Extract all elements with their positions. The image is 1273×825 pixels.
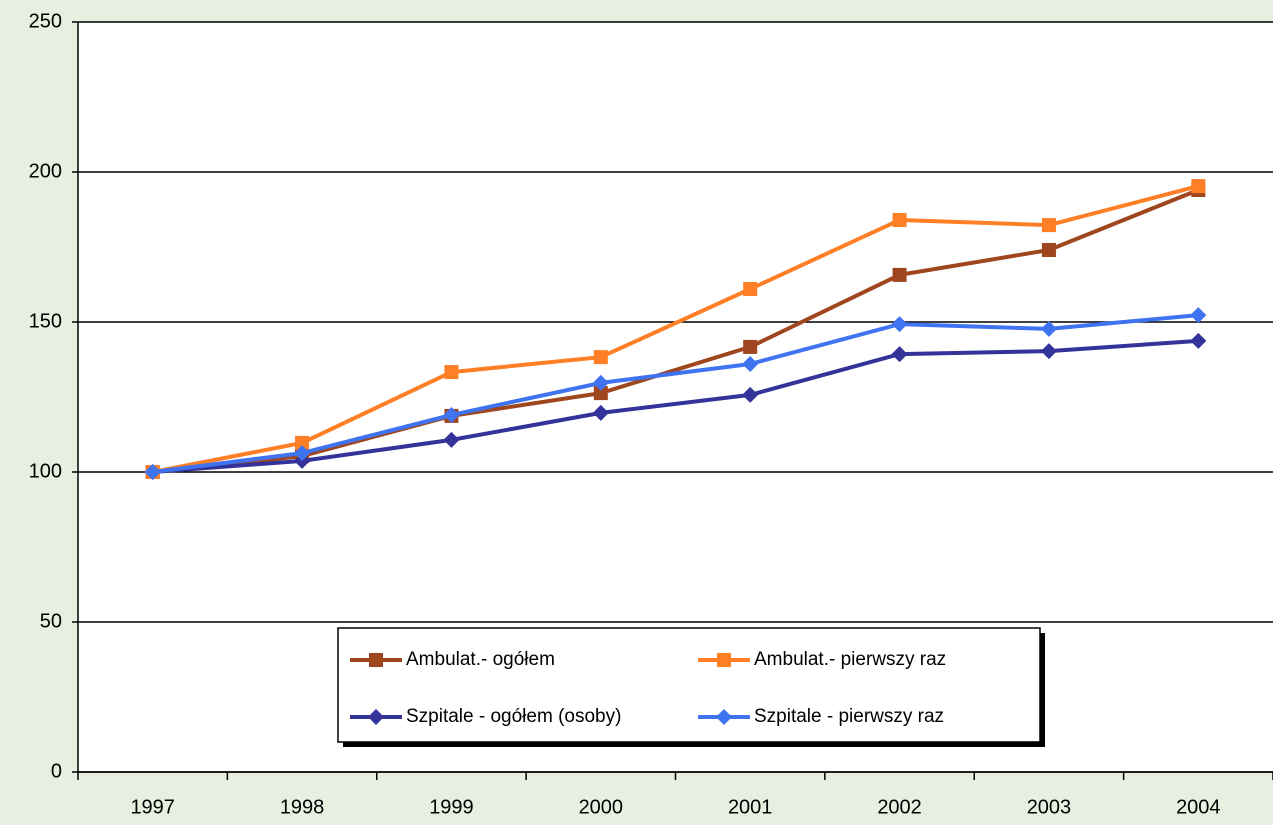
y-tick-label: 0 (51, 760, 62, 782)
x-tick-label: 2004 (1176, 796, 1221, 818)
x-tick-label: 2003 (1027, 796, 1072, 818)
point (1041, 243, 1056, 257)
point (742, 386, 759, 403)
legend-marker (368, 709, 384, 725)
y-tick-label: 150 (29, 310, 62, 332)
point (743, 282, 758, 296)
legend-marker (716, 709, 732, 725)
legend: Ambulat.- ogółem Ambulat.- pierwszy raz Sz… (337, 627, 1045, 747)
x-tick-label: 2000 (579, 796, 624, 818)
point (891, 316, 908, 333)
point (443, 431, 460, 448)
y-tick-label: 200 (29, 160, 62, 182)
point (1190, 332, 1207, 349)
series-line (152, 184, 1199, 474)
point (1190, 307, 1207, 324)
legend-marker (369, 653, 383, 667)
legend-label: Szpitale - pierwszy raz (754, 706, 944, 727)
x-tick-label: 2001 (728, 796, 773, 818)
point (593, 350, 608, 365)
point (742, 356, 759, 372)
x-tick-label: 1999 (429, 796, 474, 818)
series-line (152, 313, 1199, 474)
x-tick-label: 1998 (280, 796, 325, 818)
point (743, 339, 758, 354)
y-tick-label: 50 (40, 610, 62, 632)
legend-marker (717, 653, 731, 667)
legend-box (337, 627, 1041, 743)
point (1041, 218, 1056, 233)
x-tick-label: 2002 (877, 796, 922, 818)
point (592, 374, 609, 391)
series-line (152, 338, 1199, 474)
point (1040, 320, 1057, 337)
point (891, 346, 908, 363)
point (593, 386, 608, 401)
point (592, 404, 609, 421)
legend-label: Ambulat.- pierwszy raz (754, 649, 946, 670)
point (443, 407, 460, 423)
point (892, 213, 907, 227)
point (444, 365, 459, 380)
series-line (152, 188, 1200, 474)
point (295, 435, 310, 450)
y-tick-label: 250 (29, 10, 62, 32)
point (1040, 343, 1057, 360)
legend-label: Ambulat.- ogółem (406, 649, 555, 670)
point (294, 445, 311, 462)
x-tick-label: 1997 (130, 796, 175, 818)
point (1191, 179, 1206, 194)
legend-label: Szpitale - ogółem (osoby) (406, 706, 621, 727)
point (892, 267, 907, 282)
point (144, 464, 161, 480)
y-tick-label: 100 (29, 460, 62, 482)
